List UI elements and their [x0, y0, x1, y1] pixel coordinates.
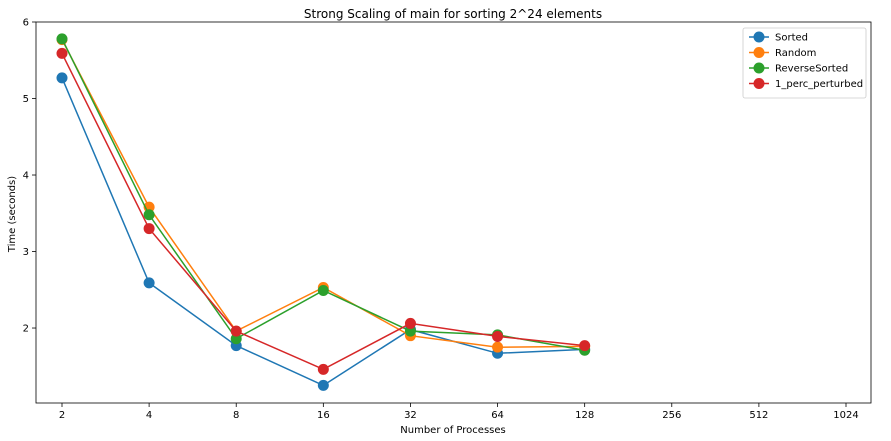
legend-label-reversesorted: ReverseSorted: [775, 64, 848, 75]
legend-label-1-perc-perturbed: 1_perc_perturbed: [775, 79, 863, 90]
series-line-random: [61, 39, 585, 348]
data-point-sorted: [317, 379, 329, 391]
legend-marker-random: [753, 47, 765, 58]
y-tick-label: 4: [23, 171, 29, 182]
data-point-reversesorted: [404, 325, 416, 337]
legend: Sorted Random ReverseSorted 1_perc_perturbe…: [742, 27, 867, 99]
y-tick-label: 5: [23, 94, 29, 105]
x-tick-label: 128: [575, 410, 594, 421]
plot-area: 2 4 8 16 32 64 128 256 512 1024 2 3 4 5 6: [23, 18, 872, 421]
x-tick-label: 16: [317, 410, 330, 421]
legend-marker-sorted: [753, 31, 765, 43]
data-point-random: [492, 341, 504, 353]
data-point-1-perc-perturbed: [579, 340, 591, 352]
x-tick-label: 2: [59, 410, 65, 421]
data-point-sorted: [56, 72, 68, 84]
x-tick-label: 1024: [833, 410, 858, 421]
plot-frame: [35, 21, 872, 404]
x-tick-label: 32: [404, 410, 417, 421]
x-tick-label: 64: [491, 410, 504, 421]
data-point-reversesorted: [56, 33, 68, 45]
y-tick-label: 3: [23, 247, 29, 258]
legend-box: [742, 27, 867, 99]
data-point-1-perc-perturbed: [492, 330, 504, 342]
y-tick-label: 2: [23, 324, 29, 335]
x-tick-label: 8: [233, 410, 239, 421]
series-line-sorted: [61, 77, 585, 387]
data-point-reversesorted: [143, 209, 155, 221]
legend-label-random: Random: [775, 48, 816, 59]
data-point-reversesorted: [230, 333, 242, 345]
data-point-1-perc-perturbed: [56, 47, 68, 59]
legend-marker-1-perc-perturbed: [753, 78, 765, 89]
data-point-reversesorted: [317, 285, 329, 297]
data-point-sorted: [143, 277, 155, 289]
chart-title: Strong Scaling of main for sorting 2^24 …: [304, 7, 602, 21]
y-tick-label: 6: [23, 18, 29, 29]
data-point-1-perc-perturbed: [404, 317, 416, 329]
x-tick-label: 512: [749, 410, 768, 421]
y-axis-label: Time (seconds): [7, 176, 18, 253]
series-line-1-perc-perturbed: [61, 53, 585, 371]
series-line-reversesorted: [61, 38, 585, 351]
legend-marker-reversesorted: [753, 62, 765, 74]
x-tick-label: 256: [662, 410, 681, 421]
x-tick-label: 4: [146, 410, 152, 421]
x-axis-label: Number of Processes: [400, 425, 505, 436]
data-point-1-perc-perturbed: [230, 325, 242, 337]
data-point-1-perc-perturbed: [317, 363, 329, 375]
data-point-1-perc-perturbed: [143, 223, 155, 235]
legend-label-sorted: Sorted: [775, 33, 808, 44]
